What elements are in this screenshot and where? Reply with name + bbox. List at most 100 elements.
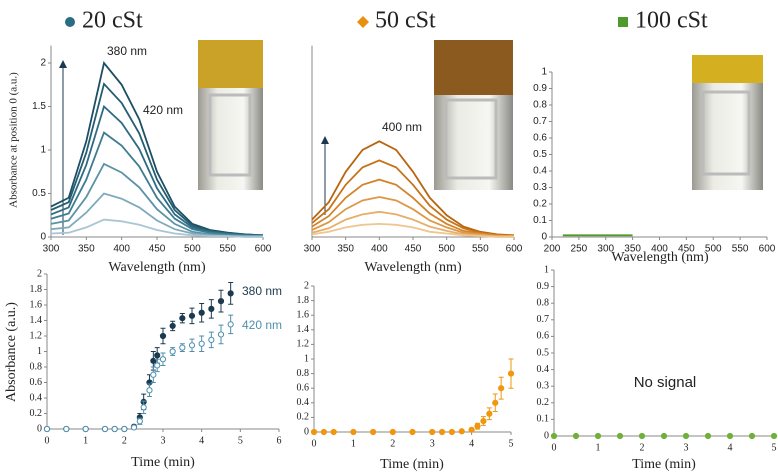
annotation: 380 nm [107,44,147,58]
data-point [481,418,486,423]
x-tick-label: 600 [506,244,523,255]
column-title: 100 cSt [635,8,708,34]
series-label: 420 nm [242,318,282,332]
data-point [83,426,88,431]
data-point [155,353,160,358]
y-tick-label: 0.4 [533,166,547,177]
y-tick-label: 0.3 [533,182,547,193]
data-point [410,429,415,434]
x-tick-label: 300 [43,244,60,255]
x-tick-label: 600 [759,244,776,255]
x-tick-label: 350 [78,244,95,255]
x-axis-label: Wavelength (nm) [364,260,462,275]
x-tick-label: 2 [390,438,395,449]
data-point [102,426,107,431]
y-tick-label: 0.9 [533,83,547,94]
data-point [469,427,474,432]
annotation: 420 nm [143,103,183,117]
y-tick-label: 0 [37,423,42,434]
x-tick-label: 550 [472,244,489,255]
y-tick-label: 0.4 [30,392,43,403]
data-point [122,426,127,431]
x-tick-label: 6 [277,435,282,446]
y-tick-label: 0.2 [537,397,550,408]
y-tick-label: 1 [304,353,309,364]
y-tick-label: 0.4 [297,397,310,408]
data-point [209,337,214,342]
y-tick-label: 0.7 [537,314,550,325]
y-tick-label: 0.7 [533,116,547,127]
x-tick-label: 5 [772,442,777,453]
x-tick-label: 3 [430,438,435,449]
x-tick-label: 0 [552,442,557,453]
data-point [771,433,776,438]
column-title: 20 cSt [82,8,143,34]
legend-marker [357,16,369,28]
x-tick-label: 1 [83,435,88,446]
data-point [199,310,204,315]
y-tick-label: 0.2 [533,199,547,210]
x-tick-label: 200 [544,244,561,255]
y-tick-label: 0 [544,430,549,441]
data-point [661,433,666,438]
data-point [141,405,146,410]
y-tick-label: 0.5 [32,188,46,199]
y-tick-label: 1.8 [30,284,43,295]
data-point [749,433,754,438]
data-point [493,400,498,405]
data-point [218,299,223,304]
data-point [683,433,688,438]
y-tick-label: 0.6 [533,133,547,144]
y-tick-label: 0.1 [533,215,547,226]
x-axis-label: Time (min) [131,455,195,470]
y-tick-label: 1 [37,346,42,357]
data-point [439,429,444,434]
data-point [112,426,117,431]
data-point [351,429,356,434]
y-tick-label: 0.8 [537,297,550,308]
x-tick-label: 400 [371,244,388,255]
data-point [228,322,233,327]
x-tick-label: 400 [113,244,130,255]
data-point [228,291,233,296]
y-tick-label: 0 [40,232,46,243]
y-tick-label: 1.6 [297,309,310,320]
x-tick-label: 4 [728,442,733,453]
y-tick-label: 0.1 [537,414,550,425]
y-tick-label: 0.9 [537,281,550,292]
x-tick-label: 350 [337,244,354,255]
data-point [170,323,175,328]
y-tick-label: 0.8 [533,100,547,111]
x-tick-label: 3 [684,442,689,453]
y-tick-label: 1 [541,67,547,78]
y-tick-label: 0.5 [537,347,550,358]
x-tick-label: 4 [469,438,474,449]
y-tick-label: 0.4 [537,364,550,375]
y-tick-label: 1 [544,264,549,275]
x-tick-label: 550 [219,244,236,255]
y-tick-label: 1.2 [297,339,310,350]
x-tick-label: 550 [732,244,749,255]
x-tick-label: 450 [405,244,422,255]
y-tick-label: 0.6 [30,377,43,388]
x-axis-label: Wavelength (nm) [108,260,206,275]
y-tick-label: 1.2 [30,330,43,341]
y-axis-label: Absorbance at position 0 (a.u.) [8,72,20,208]
y-tick-label: 1.8 [297,295,310,306]
data-point [189,313,194,318]
data-point [573,433,578,438]
data-point [321,429,326,434]
x-tick-label: 2 [122,435,127,446]
y-tick-label: 1.4 [297,324,310,335]
data-point [459,429,464,434]
data-point [705,433,710,438]
data-point [209,306,214,311]
data-point [331,429,336,434]
photo-100cst [692,55,763,190]
series-label: 380 nm [242,284,282,298]
data-point [155,363,160,368]
y-tick-label: 1.4 [30,315,43,326]
data-point [199,341,204,346]
x-tick-label: 300 [304,244,321,255]
y-tick-label: 1 [40,145,46,156]
